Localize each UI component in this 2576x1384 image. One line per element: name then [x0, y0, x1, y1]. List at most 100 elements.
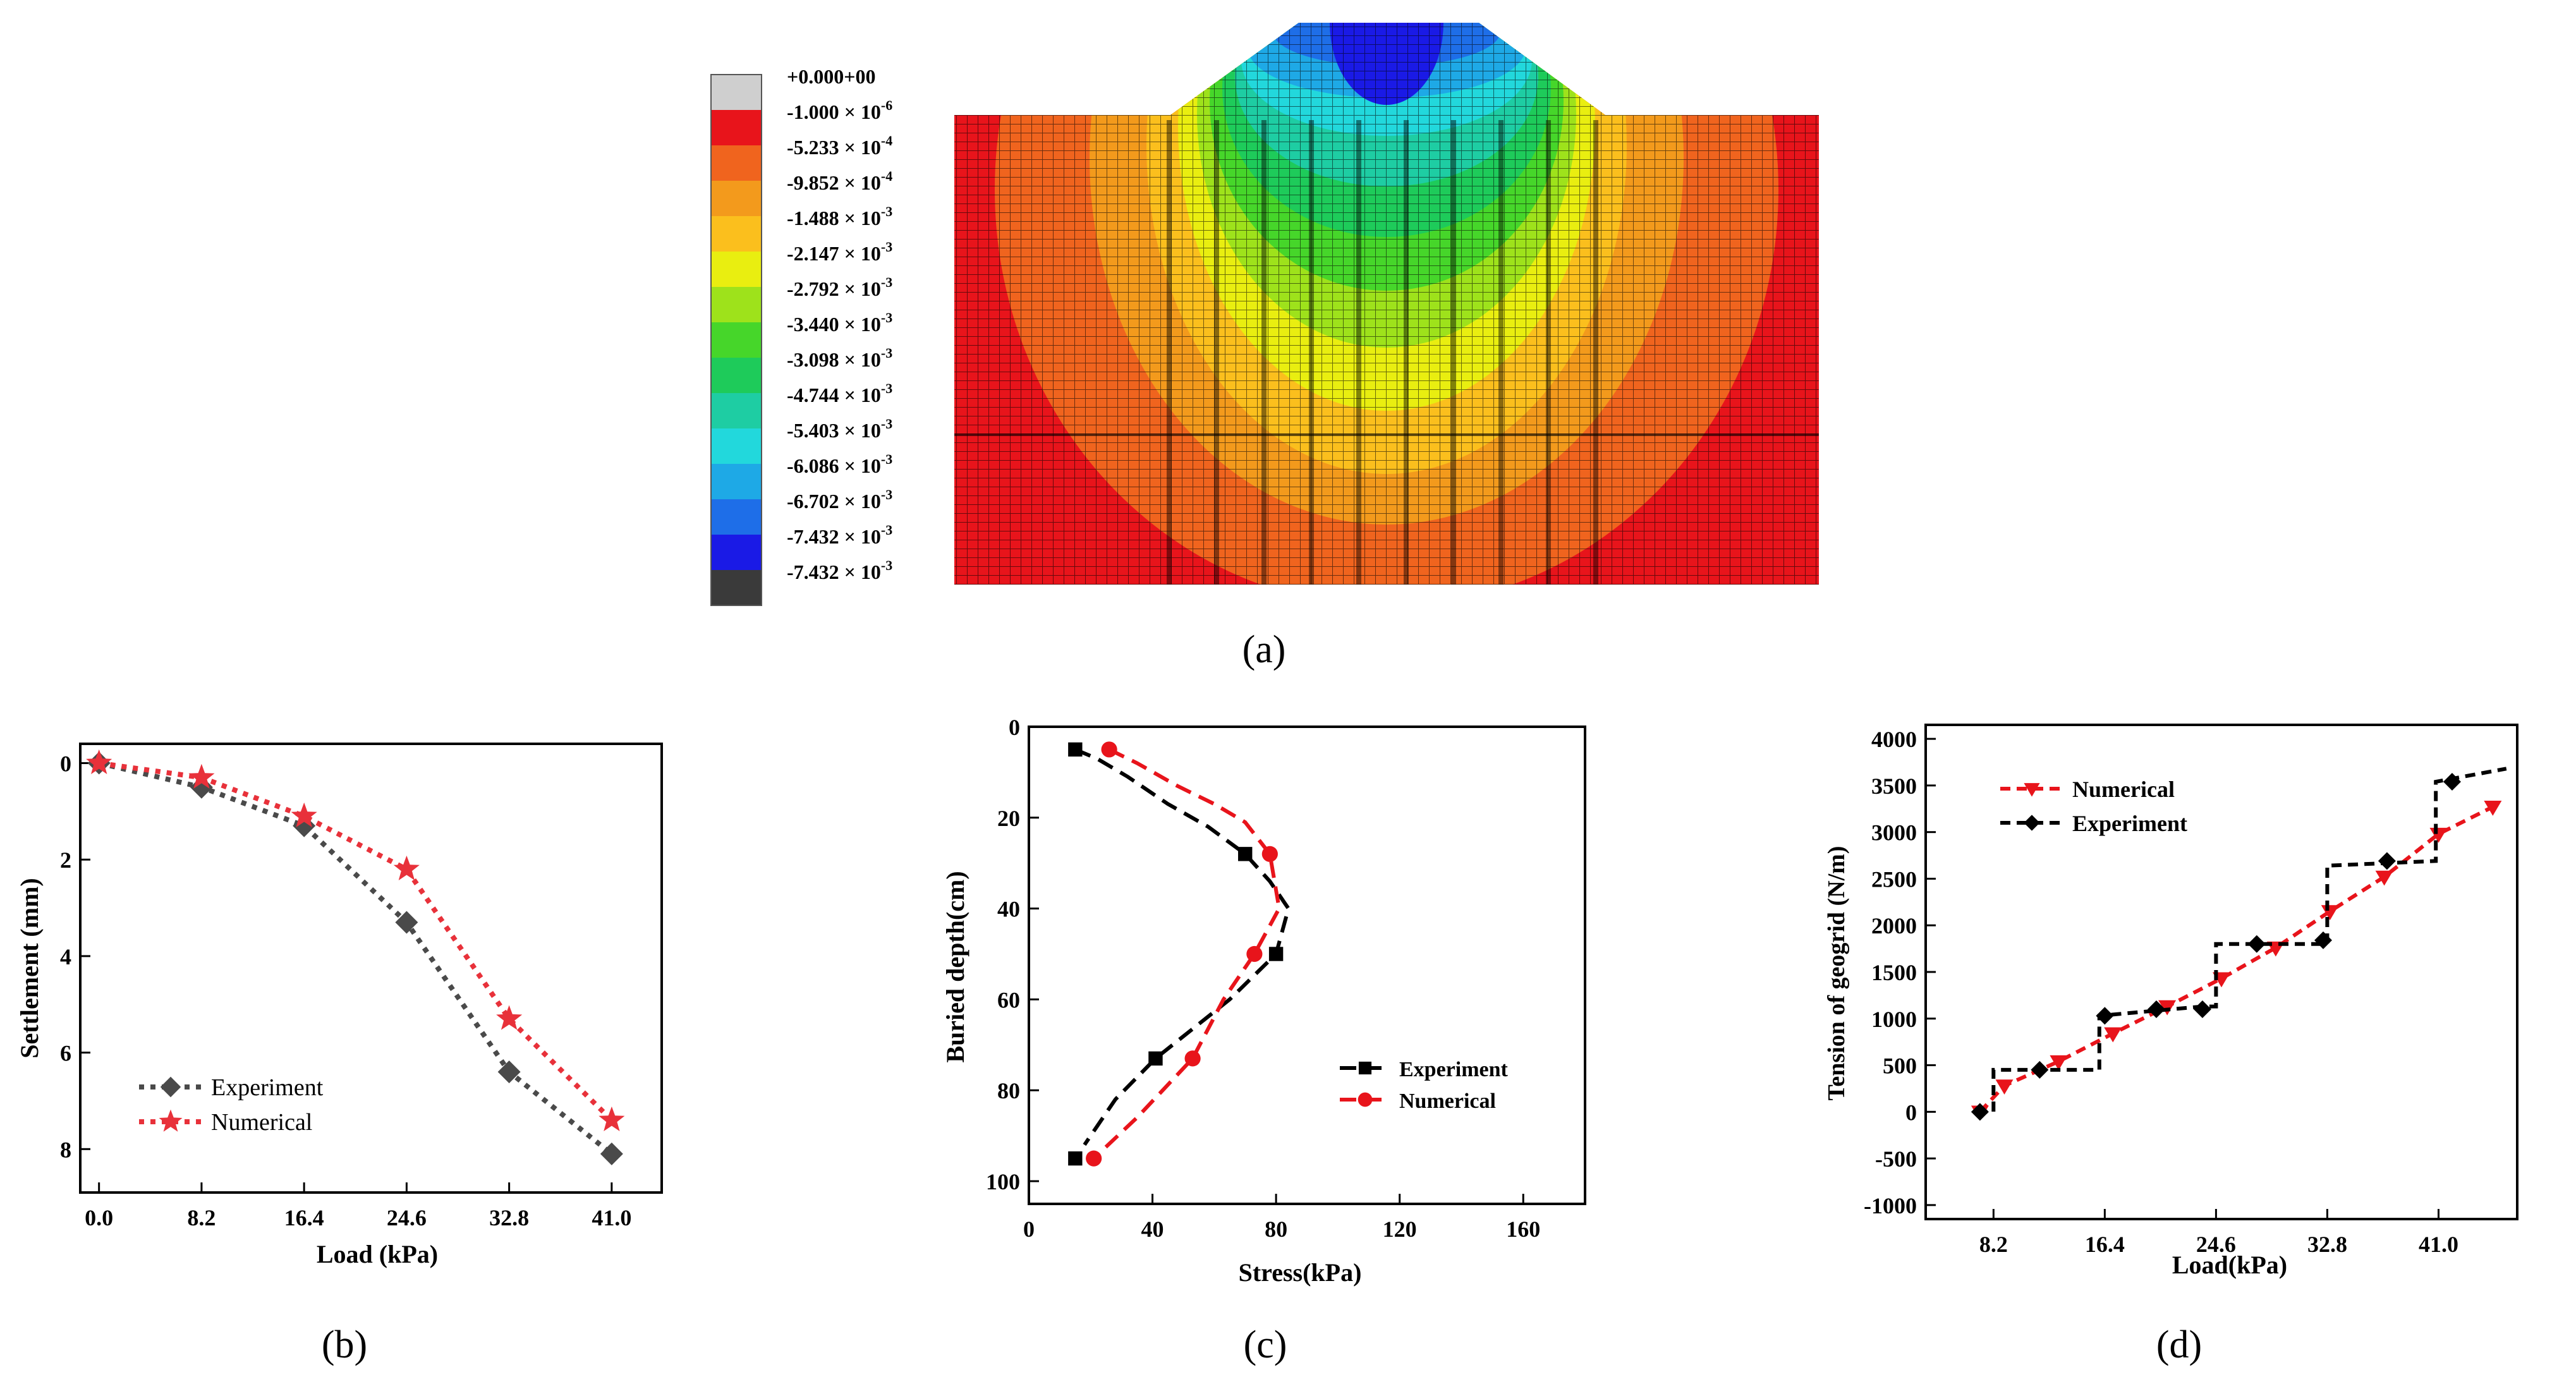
- plot-frame: [79, 743, 663, 1194]
- legend-swatch: [711, 393, 762, 428]
- embankment-contour-plot: [954, 23, 1819, 585]
- x-tick-label: 0.0: [85, 1205, 113, 1230]
- x-tick-label: 24.6: [387, 1205, 427, 1230]
- legend-marker: [159, 1109, 183, 1132]
- x-tick-label: 41.0: [2419, 1232, 2458, 1257]
- data-point-numerical: [1995, 1079, 2014, 1095]
- panel-c-label: (c): [1244, 1323, 1287, 1366]
- x-tick-label: 32.8: [2307, 1232, 2347, 1257]
- legend-label: Experiment: [211, 1074, 324, 1101]
- legend-swatch: [711, 499, 762, 535]
- data-point-numerical: [393, 855, 420, 880]
- data-point-numerical: [1246, 945, 1263, 962]
- data-point-numerical: [86, 749, 112, 774]
- panel-b-label: (b): [322, 1323, 367, 1366]
- data-point-experiment: [1971, 1103, 1989, 1121]
- plot-frame: [1028, 725, 1586, 1205]
- series-line-numerical: [1092, 748, 1282, 1160]
- y-tick-label: 20: [997, 806, 1020, 831]
- y-tick-label: 1000: [1871, 1007, 1917, 1032]
- legend-label: -4.744 × 10-3: [787, 380, 892, 406]
- legend-swatch: [711, 535, 762, 570]
- data-point-numerical: [2104, 1027, 2122, 1043]
- y-tick-label: 4000: [1871, 727, 1917, 752]
- legend-label: -9.852 × 10-4: [787, 168, 892, 194]
- legend-label: -2.792 × 10-3: [787, 274, 892, 300]
- x-tick-label: 120: [1383, 1217, 1417, 1242]
- x-tick-label: 24.6: [2196, 1232, 2236, 1257]
- legend-label: Numerical: [1399, 1090, 1496, 1113]
- legend-marker: [2024, 815, 2040, 831]
- data-point-experiment: [1068, 1151, 1083, 1166]
- legend-swatch: [711, 428, 762, 464]
- y-tick-label: 2: [60, 847, 71, 873]
- legend-swatch: [711, 252, 762, 287]
- y-tick-label: 40: [997, 897, 1020, 922]
- data-point-experiment: [2193, 1000, 2211, 1019]
- data-point-experiment: [2314, 931, 2333, 949]
- data-point-numerical: [1086, 1150, 1102, 1167]
- series-line-experiment: [1074, 748, 1291, 1146]
- y-tick-label: 6: [60, 1041, 71, 1066]
- data-point-experiment: [1148, 1051, 1163, 1066]
- data-point-experiment: [1238, 847, 1253, 861]
- y-tick-label: 0: [60, 751, 71, 777]
- legend-marker: [160, 1076, 181, 1098]
- data-point-experiment: [2147, 1000, 2165, 1019]
- legend-label: -6.086 × 10-3: [787, 451, 892, 477]
- legend-label: -5.403 × 10-3: [787, 416, 892, 442]
- series-line-experiment: [98, 760, 614, 1156]
- x-axis-label: Load (kPa): [317, 1240, 438, 1268]
- panel-a-label: (a): [1242, 628, 1286, 671]
- legend-frame: [710, 74, 762, 606]
- y-axis-label: Tension of geogrid (N/m): [1823, 846, 1850, 1101]
- panel-a: +0.000+00 -1.000 × 10-6 -5.233 × 10-4 -9.85…: [710, 23, 1819, 671]
- legend-label: -5.233 × 10-4: [787, 133, 892, 159]
- data-point-numerical: [1101, 741, 1117, 758]
- y-axis-label: Settlement (mm): [15, 878, 44, 1058]
- x-tick-label: 16.4: [2085, 1232, 2125, 1257]
- data-point-numerical: [496, 1005, 523, 1030]
- contour-legend: +0.000+00 -1.000 × 10-6 -5.233 × 10-4 -9.85…: [710, 65, 892, 606]
- data-point-experiment: [2031, 1060, 2049, 1079]
- y-tick-label: 0: [1905, 1100, 1917, 1125]
- x-tick-label: 41.0: [592, 1205, 631, 1230]
- legend-swatch: [711, 570, 762, 605]
- legend-label: -1.488 × 10-3: [787, 203, 892, 229]
- y-tick-label: 8: [60, 1137, 71, 1162]
- legend-marker: [1358, 1092, 1373, 1107]
- legend-marker: [2024, 783, 2040, 797]
- y-tick-label: 1500: [1871, 960, 1917, 985]
- panel-b: 0.0 8.2 16.4 24.6 32.8 41.0 0 2 4 6 8 Load (kPa) S…: [15, 743, 663, 1366]
- panel-c: 0 40 80 120 160 0 20 40 60 80 100 Stress(kPa) Buri…: [941, 715, 1586, 1366]
- data-point-numerical: [598, 1106, 625, 1131]
- data-point-numerical: [2375, 870, 2393, 886]
- legend-swatch: [711, 181, 762, 216]
- legend-swatch: [711, 145, 762, 181]
- x-tick-label: 0: [1023, 1217, 1035, 1242]
- x-tick-label: 8.2: [187, 1205, 216, 1230]
- series-line-experiment: [1977, 767, 2507, 1114]
- y-tick-label: 2000: [1871, 913, 1917, 938]
- y-tick-label: 80: [997, 1078, 1020, 1103]
- data-point-numerical: [1184, 1050, 1201, 1067]
- legend-label: -7.432 × 10-3: [787, 557, 892, 583]
- y-tick-label: 0: [1009, 715, 1020, 740]
- x-tick-label: 16.4: [284, 1205, 324, 1230]
- legend-label: -3.440 × 10-3: [787, 310, 892, 336]
- y-axis-label: Buried depth(cm): [941, 871, 969, 1062]
- y-tick-label: 100: [986, 1169, 1020, 1194]
- legend-label: +0.000+00: [787, 65, 875, 88]
- legend-label: -1.000 × 10-6: [787, 97, 892, 123]
- legend-label: -2.147 × 10-3: [787, 239, 892, 265]
- data-point-experiment: [2247, 935, 2266, 953]
- y-tick-label: 500: [1883, 1053, 1917, 1079]
- legend-swatch: [711, 75, 762, 110]
- y-tick-label: 3500: [1871, 774, 1917, 799]
- y-tick-label: 3000: [1871, 820, 1917, 846]
- legend-label: Experiment: [2072, 811, 2187, 836]
- legend-swatch: [711, 287, 762, 322]
- legend-label: -3.098 × 10-3: [787, 345, 892, 371]
- x-tick-label: 160: [1506, 1217, 1540, 1242]
- data-point-numerical: [188, 763, 215, 789]
